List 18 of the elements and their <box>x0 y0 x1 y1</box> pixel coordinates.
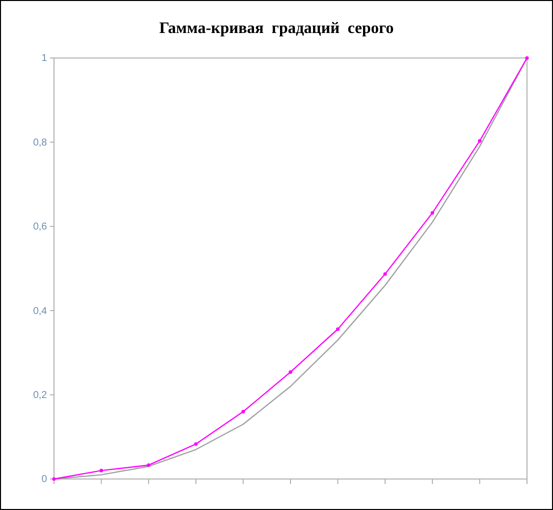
point <box>430 211 434 215</box>
point <box>52 477 56 481</box>
point <box>241 410 245 414</box>
y-tick-label: 1 <box>41 53 48 64</box>
chart-title: Гамма-кривая градаций серого <box>159 20 394 37</box>
y-tick-label: 0,2 <box>33 390 48 401</box>
point <box>288 370 292 374</box>
point <box>383 272 387 276</box>
point <box>194 442 198 446</box>
point <box>146 463 150 467</box>
point <box>478 139 482 143</box>
y-tick-label: 0,6 <box>33 222 48 233</box>
point <box>100 468 104 472</box>
point <box>525 56 529 60</box>
y-tick-label: 0 <box>41 474 48 486</box>
y-tick-label: 0,8 <box>33 137 48 148</box>
y-tick-label: 0,4 <box>33 306 48 317</box>
point <box>336 327 340 331</box>
